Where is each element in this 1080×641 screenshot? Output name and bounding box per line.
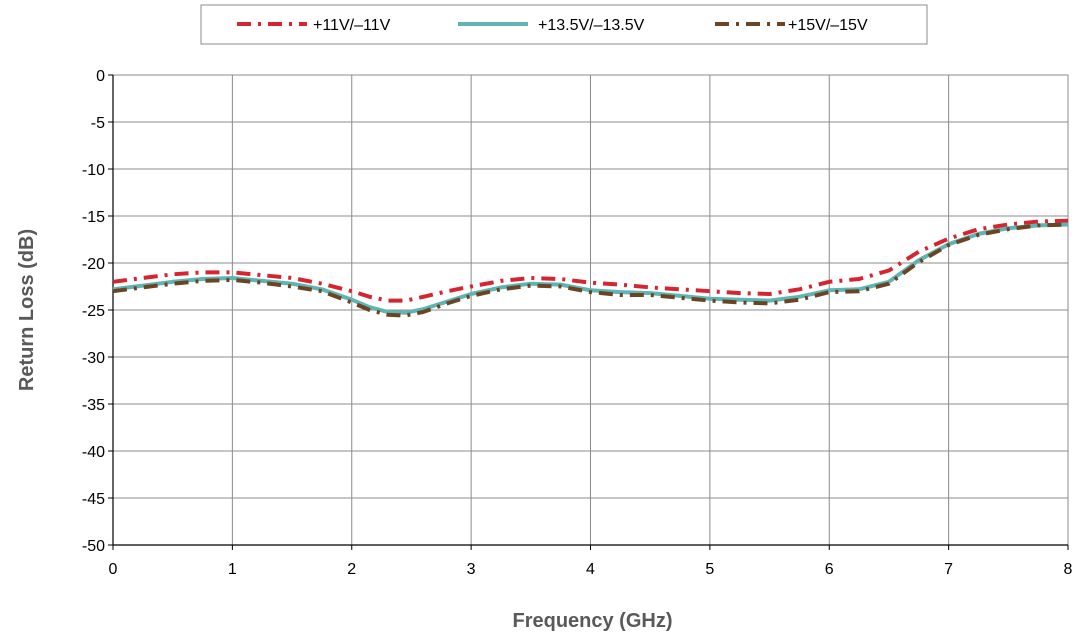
series-line-3: [112, 222, 1069, 318]
series-lines: [112, 218, 1069, 318]
y-tick-label: -45: [82, 491, 105, 508]
y-tick-label: -10: [82, 162, 105, 179]
series-line-1: [112, 218, 1069, 303]
y-tick-label: -30: [82, 350, 105, 367]
y-tick-label: -25: [82, 303, 105, 320]
y-tick-label: -50: [82, 538, 105, 555]
x-tick-label: 6: [825, 561, 834, 578]
legend-label-3: +15V/–15V: [788, 17, 868, 34]
legend-label-2: +13.5V/–13.5V: [538, 17, 645, 34]
x-tick-label: 7: [944, 561, 953, 578]
tick-labels: 0 1 2 3 4 5 6 7 8 0 -5 -10 -15 -20 -25 -30 -35 -40 -45 -50: [82, 68, 1073, 578]
y-tick-label: -20: [82, 256, 105, 273]
x-tick-label: 2: [347, 561, 356, 578]
grid: [112, 74, 1069, 546]
y-tick-label: -35: [82, 397, 105, 414]
y-tick-label: 0: [96, 68, 105, 85]
axes: [108, 74, 1069, 550]
x-tick-label: 0: [109, 561, 118, 578]
legend: +11V/–11V +13.5V/–13.5V +15V/–15V: [200, 4, 928, 45]
y-tick-label: -40: [82, 444, 105, 461]
y-axis-title: Return Loss (dB): [16, 229, 38, 391]
x-axis-title: Frequency (GHz): [512, 610, 672, 632]
x-tick-label: 4: [586, 561, 595, 578]
y-tick-label: -15: [82, 209, 105, 226]
x-tick-label: 3: [467, 561, 476, 578]
x-tick-label: 5: [705, 561, 714, 578]
legend-box: [200, 4, 928, 45]
y-tick-label: -5: [91, 115, 105, 132]
legend-label-1: +11V/–11V: [313, 17, 391, 34]
x-tick-label: 1: [228, 561, 237, 578]
x-tick-label: 8: [1064, 561, 1073, 578]
